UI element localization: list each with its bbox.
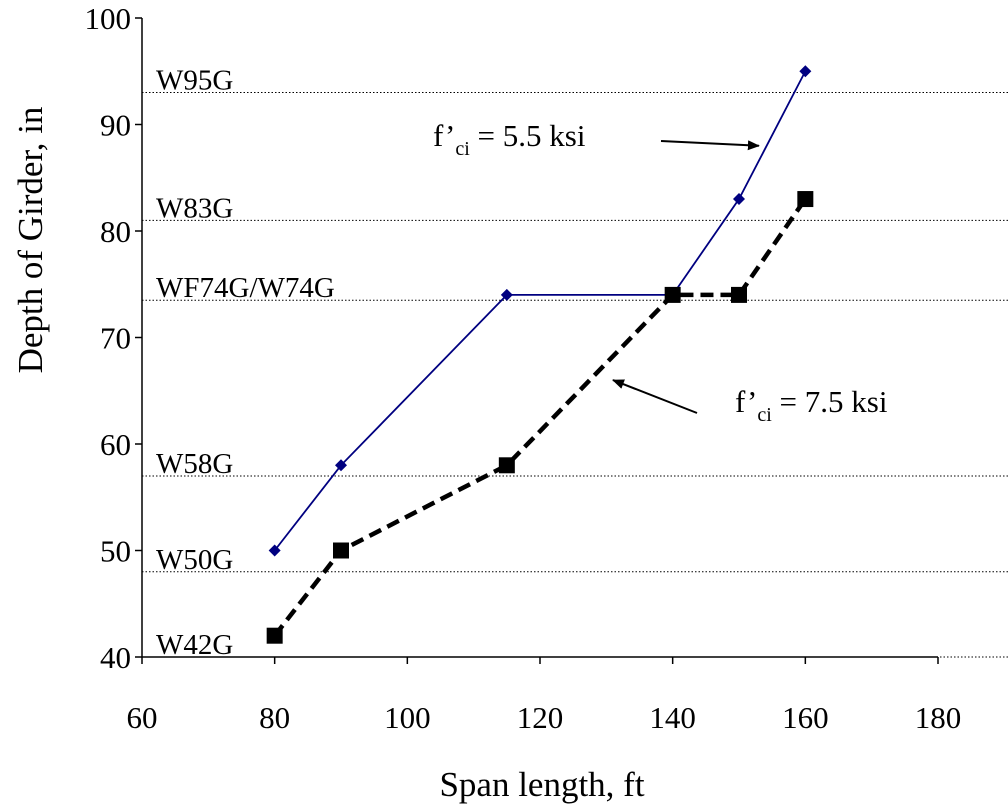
x-tick-label: 80	[259, 700, 290, 735]
y-tick-label: 80	[100, 214, 131, 249]
data-point	[266, 627, 283, 644]
x-tick-label: 100	[384, 700, 431, 735]
x-tick-label: 140	[649, 700, 696, 735]
girder-label: W58G	[156, 448, 233, 480]
annotation-subscript: ci	[455, 138, 470, 160]
series-line-1	[273, 70, 807, 552]
x-tick-label: 120	[517, 700, 564, 735]
y-tick-label: 90	[100, 108, 131, 143]
girder-label: WF74G/W74G	[156, 272, 335, 304]
y-tick-label: 40	[100, 640, 131, 675]
data-point	[333, 542, 349, 559]
annotation-subscript: ci	[757, 404, 772, 426]
series-annotation: f’ci = 5.5 ksi	[433, 118, 586, 160]
series-line-2	[272, 197, 808, 638]
x-tick-label: 180	[915, 700, 962, 735]
girder-label: W50G	[156, 544, 233, 576]
chart-series	[266, 65, 814, 644]
girder-label: W83G	[156, 192, 233, 224]
x-tick-label: 160	[782, 700, 829, 735]
series-annotation: f’ci = 7.5 ksi	[735, 384, 888, 426]
annotation-prefix: f’	[433, 118, 455, 153]
y-tick-label: 60	[100, 427, 131, 462]
data-point	[731, 286, 747, 303]
annotation-arrow	[660, 140, 760, 151]
girder-label: W95G	[156, 65, 233, 97]
x-tick-label: 60	[127, 700, 158, 735]
girder-label: W42G	[156, 629, 233, 661]
annotation-value: = 5.5 ksi	[470, 118, 586, 153]
chart-axes: 40 50 60 70 80 90 100 60 80 100 120 140 160 180	[85, 1, 962, 735]
data-point	[799, 65, 812, 78]
y-tick-label: 50	[100, 534, 131, 569]
data-point	[664, 286, 681, 303]
annotation-value: = 7.5 ksi	[772, 384, 888, 419]
annotation-arrow	[612, 379, 698, 414]
y-tick-label: 70	[100, 321, 131, 356]
y-axis-title: Depth of Girder, in	[11, 107, 50, 374]
data-point	[500, 288, 513, 301]
y-tick-label: 100	[85, 1, 132, 36]
data-point	[335, 459, 347, 472]
annotation-prefix: f’	[735, 384, 757, 419]
data-point	[268, 544, 281, 557]
girder-reference-lines: W95G W83G WF74G/W74G W58G W50G W42G	[142, 65, 1008, 661]
data-point	[733, 193, 745, 206]
x-axis-title: Span length, ft	[439, 765, 644, 804]
data-point	[498, 457, 515, 474]
data-point	[797, 191, 814, 208]
